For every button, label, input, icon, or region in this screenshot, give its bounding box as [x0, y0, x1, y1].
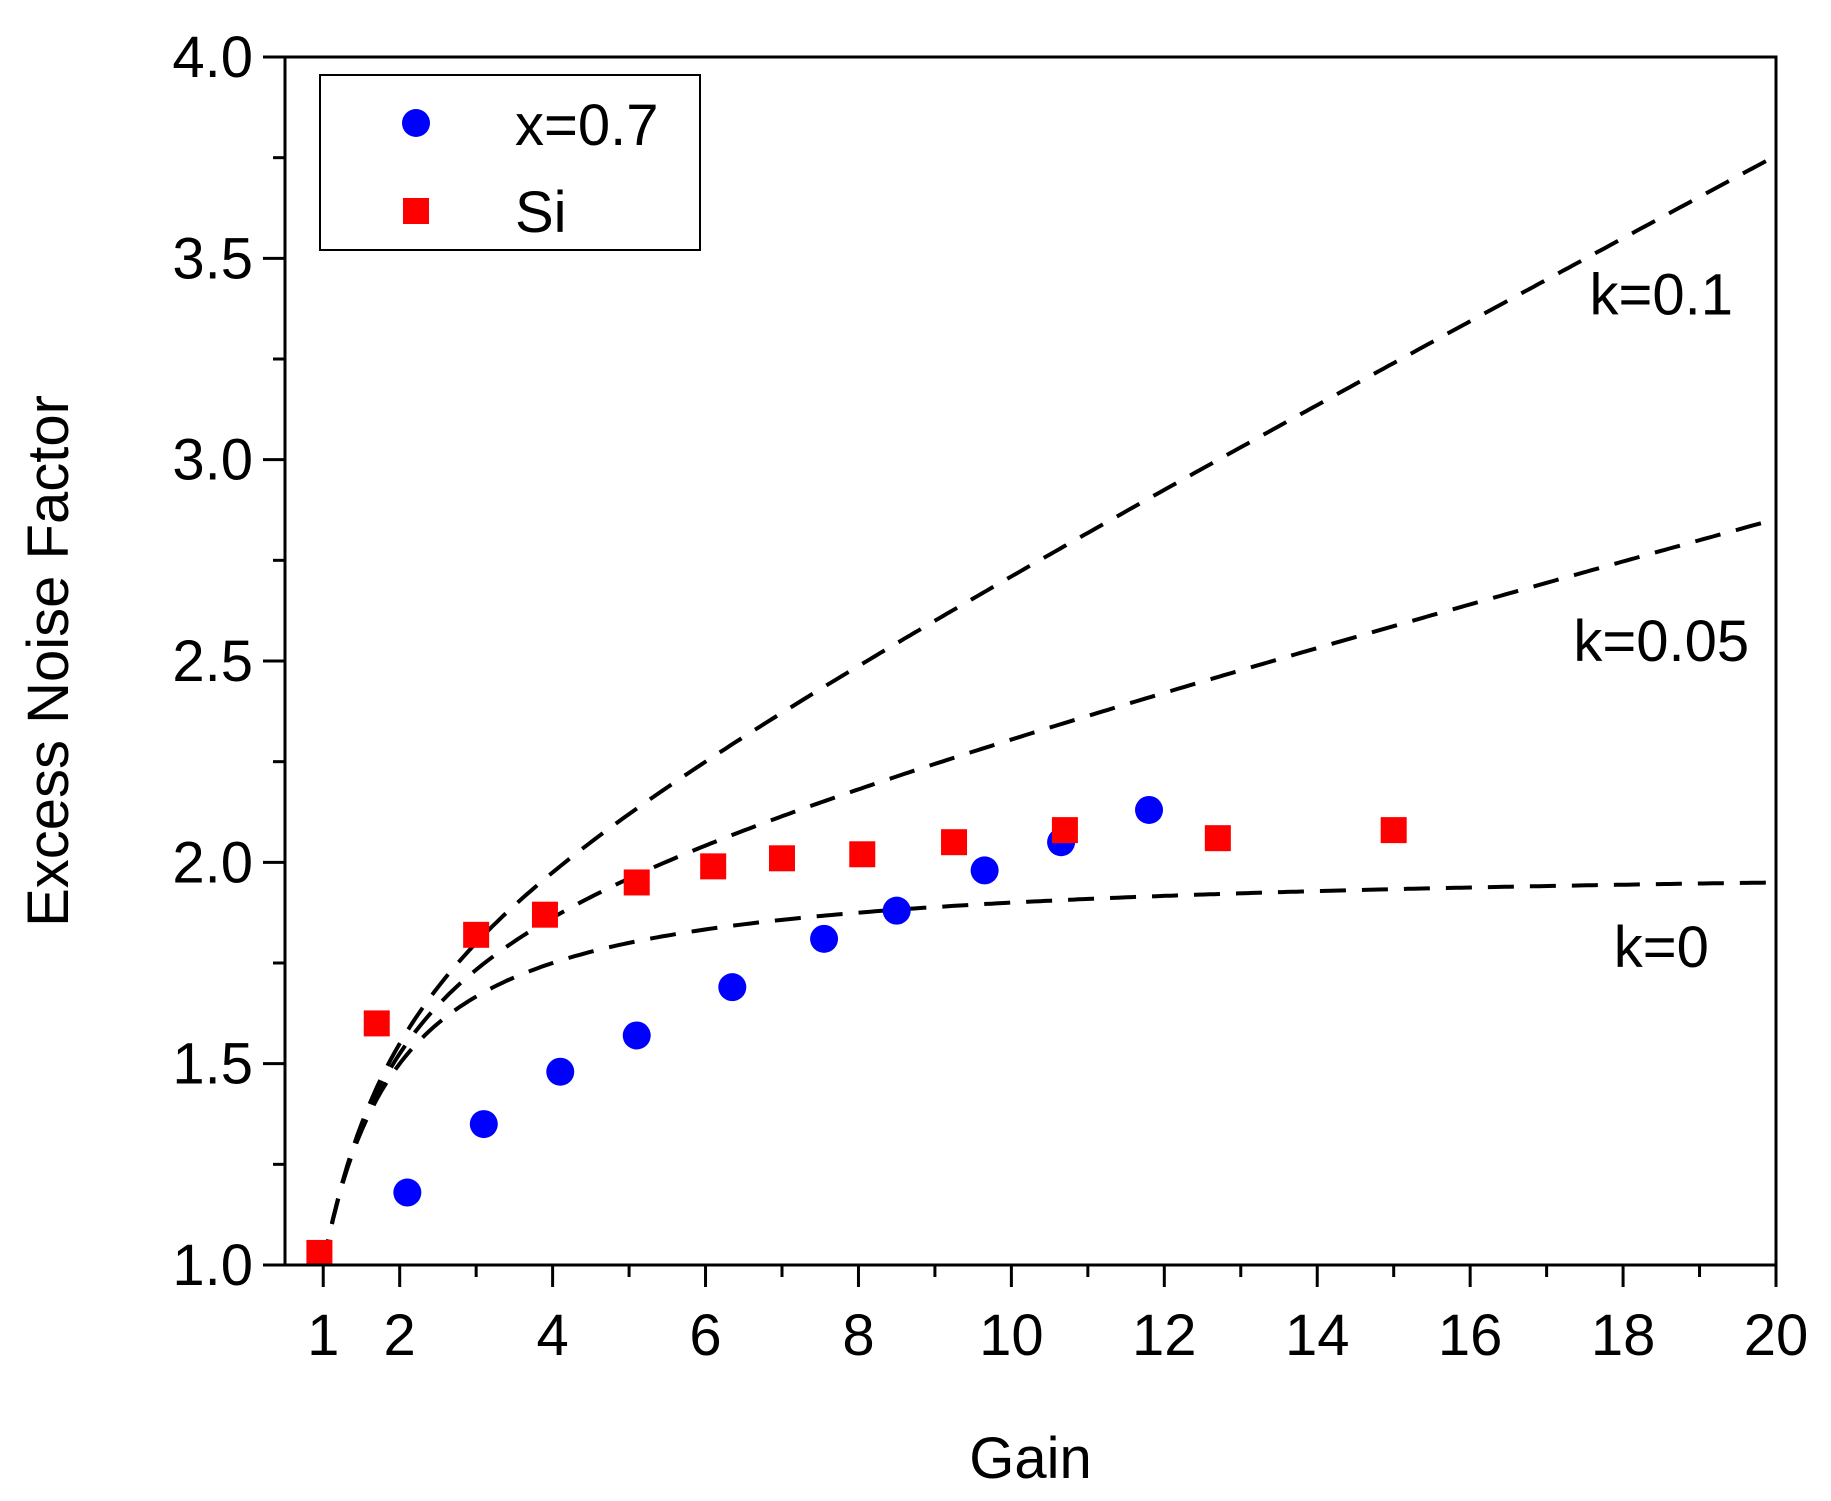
- point-si: [623, 869, 650, 896]
- legend-box: [319, 74, 701, 251]
- point-si: [1380, 817, 1407, 844]
- point-si: [1051, 817, 1078, 844]
- point-x07: [622, 1021, 651, 1050]
- point-si: [849, 841, 876, 868]
- model-curve-2: [321, 880, 1776, 1266]
- curve-label: k=0.05: [1573, 609, 1749, 674]
- x-axis-title: Gain: [969, 1426, 1092, 1491]
- x-tick-label: 12: [1132, 1303, 1197, 1368]
- point-si: [306, 1239, 333, 1266]
- model-curve-0: [321, 153, 1777, 1266]
- x-tick-label: 14: [1285, 1303, 1350, 1368]
- legend-label-si: Si: [515, 180, 567, 245]
- y-tick-label: 1.5: [172, 1032, 253, 1097]
- point-x07: [393, 1178, 422, 1207]
- curve-label: k=0: [1614, 915, 1709, 980]
- point-si: [363, 1010, 390, 1037]
- y-tick-label: 2.5: [172, 629, 253, 694]
- point-si: [463, 921, 490, 948]
- x-tick-label: 8: [842, 1303, 874, 1368]
- point-si: [700, 853, 727, 880]
- model-curve-1: [321, 517, 1777, 1266]
- point-x07: [1135, 795, 1164, 824]
- curve-labels: k=0.1 k=0.05 k=0: [1573, 263, 1749, 980]
- y-tick-label: 3.5: [172, 226, 253, 291]
- point-x07: [469, 1110, 498, 1139]
- point-x07: [970, 856, 999, 885]
- point-x07: [546, 1057, 575, 1086]
- point-x07: [882, 896, 911, 925]
- y-tick-label: 2.0: [172, 830, 253, 895]
- model-curves: [321, 153, 1777, 1266]
- point-si: [769, 845, 795, 872]
- point-si: [941, 829, 968, 856]
- point-si: [531, 901, 558, 928]
- y-axis-title: Excess Noise Factor: [16, 395, 81, 927]
- y-tick-label: 3.0: [172, 428, 253, 493]
- axis-ticks: [263, 55, 1778, 1287]
- point-x07: [810, 924, 839, 953]
- x-tick-label: 16: [1438, 1303, 1503, 1368]
- x-tick-label: 10: [979, 1303, 1044, 1368]
- x-tick-label: 18: [1591, 1303, 1656, 1368]
- x-tick-label: 4: [536, 1303, 568, 1368]
- x-tick-label: 2: [384, 1303, 416, 1368]
- curve-label: k=0.1: [1590, 263, 1734, 328]
- point-x07: [718, 973, 747, 1002]
- tick-labels: 1 2 4 6 8 10 12 14 16 18 20 1.0 1.5 2.0 2.5 3.0 3.5 4.0: [172, 25, 1808, 1368]
- data-points: [306, 795, 1407, 1266]
- y-tick-label: 1.0: [172, 1233, 253, 1298]
- legend: x=0.7 Si: [319, 74, 701, 251]
- point-si: [1204, 825, 1231, 852]
- legend-marker-si: [403, 198, 429, 224]
- x-tick-label: 6: [689, 1303, 721, 1368]
- legend-marker-x07: [402, 109, 430, 137]
- legend-label-x07: x=0.7: [515, 93, 659, 158]
- x-tick-label: 1: [307, 1303, 339, 1368]
- y-tick-label: 4.0: [172, 25, 253, 90]
- x-tick-label: 20: [1744, 1303, 1809, 1368]
